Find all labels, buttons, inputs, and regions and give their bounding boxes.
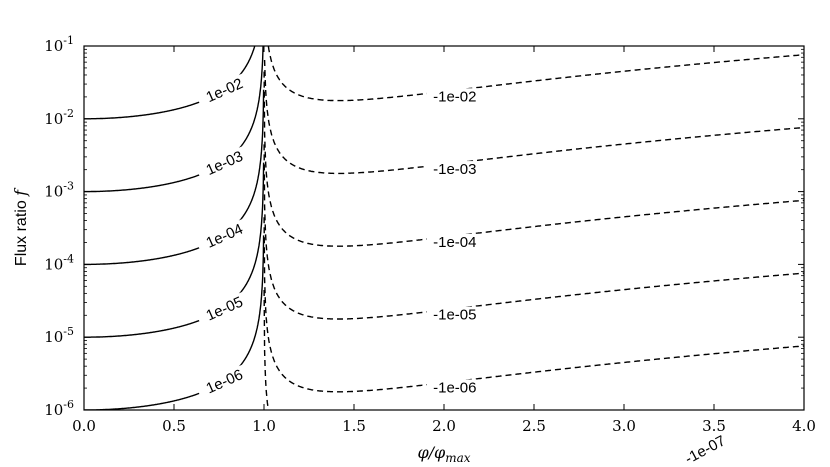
x-tick-label: 2.0 bbox=[432, 417, 456, 435]
x-tick-label: 2.5 bbox=[522, 417, 546, 435]
y-axis-label-symbol: f bbox=[11, 187, 30, 197]
contour-line--1e-03 bbox=[263, 59, 804, 175]
contour-label-bg bbox=[426, 379, 483, 398]
contour-line--1e-02 bbox=[267, 46, 804, 102]
x-axis-label: φ/φmax bbox=[417, 443, 470, 465]
contour-label-bg bbox=[426, 306, 483, 325]
contour-label-bg bbox=[426, 161, 483, 180]
contour-line--1e-05 bbox=[263, 144, 804, 320]
contour-label-bg bbox=[195, 362, 255, 402]
contour-label: -1e-02 bbox=[433, 88, 476, 105]
contour-lines bbox=[84, 46, 804, 410]
y-axis-label: Flux ratio f bbox=[11, 187, 30, 266]
y-tick-label: 10-5 bbox=[44, 325, 74, 346]
x-tick-label: 0.0 bbox=[72, 417, 96, 435]
contour-label-bg bbox=[426, 233, 483, 252]
contour-label: 1e-04 bbox=[204, 221, 246, 252]
contour-line--1e-04 bbox=[263, 71, 804, 247]
contour-label: -1e-04 bbox=[433, 234, 476, 251]
x-tick-label: 1.0 bbox=[252, 417, 276, 435]
contour-label-bg bbox=[426, 88, 483, 107]
contour-line-1e-02 bbox=[84, 46, 256, 120]
contour-label-bg bbox=[195, 217, 255, 257]
x-tick-label: 4.0 bbox=[792, 417, 816, 435]
contour-line--1e-06 bbox=[263, 217, 804, 393]
y-axis-label-text: Flux ratio bbox=[13, 196, 30, 266]
contour-label: -1e-07 bbox=[682, 432, 728, 467]
contour-label-bg bbox=[195, 289, 255, 330]
y-tick-label: 10-1 bbox=[44, 34, 74, 55]
contour-label: 1e-06 bbox=[204, 366, 246, 397]
contour-label: -1e-05 bbox=[433, 307, 476, 324]
y-tick-label: 10-3 bbox=[44, 180, 74, 201]
contour-label: -1e-03 bbox=[433, 161, 476, 178]
contour-label-bg bbox=[195, 71, 255, 111]
contour-label: 1e-03 bbox=[204, 148, 246, 179]
axis-ticks: 0.0 0.5 1.0 1.5 2.0 2.5 3.0 3.5 4.0 10-6 10-5 10-4 1… bbox=[44, 34, 816, 435]
y-tick-label: 10-2 bbox=[44, 107, 74, 128]
y-tick-label: 10-6 bbox=[44, 398, 74, 419]
y-tick-label: 10-4 bbox=[44, 252, 74, 273]
x-tick-label: 0.5 bbox=[162, 417, 186, 435]
contour-label-bg bbox=[195, 144, 255, 184]
x-tick-label: 1.5 bbox=[342, 417, 366, 435]
contour-labels: 1e-06 1e-05 1e-04 1e-03 1e-02 -1e-06 -1e-05 -1e… bbox=[195, 71, 735, 467]
contour-label: 1e-05 bbox=[204, 293, 246, 324]
x-tick-label: 3.0 bbox=[612, 417, 636, 435]
contour-label: 1e-02 bbox=[204, 75, 246, 106]
x-tick-label: 3.5 bbox=[702, 417, 726, 435]
contour-label-bg bbox=[676, 429, 735, 467]
contour-label: -1e-06 bbox=[433, 379, 476, 396]
contour-line-1e-03 bbox=[84, 46, 264, 193]
